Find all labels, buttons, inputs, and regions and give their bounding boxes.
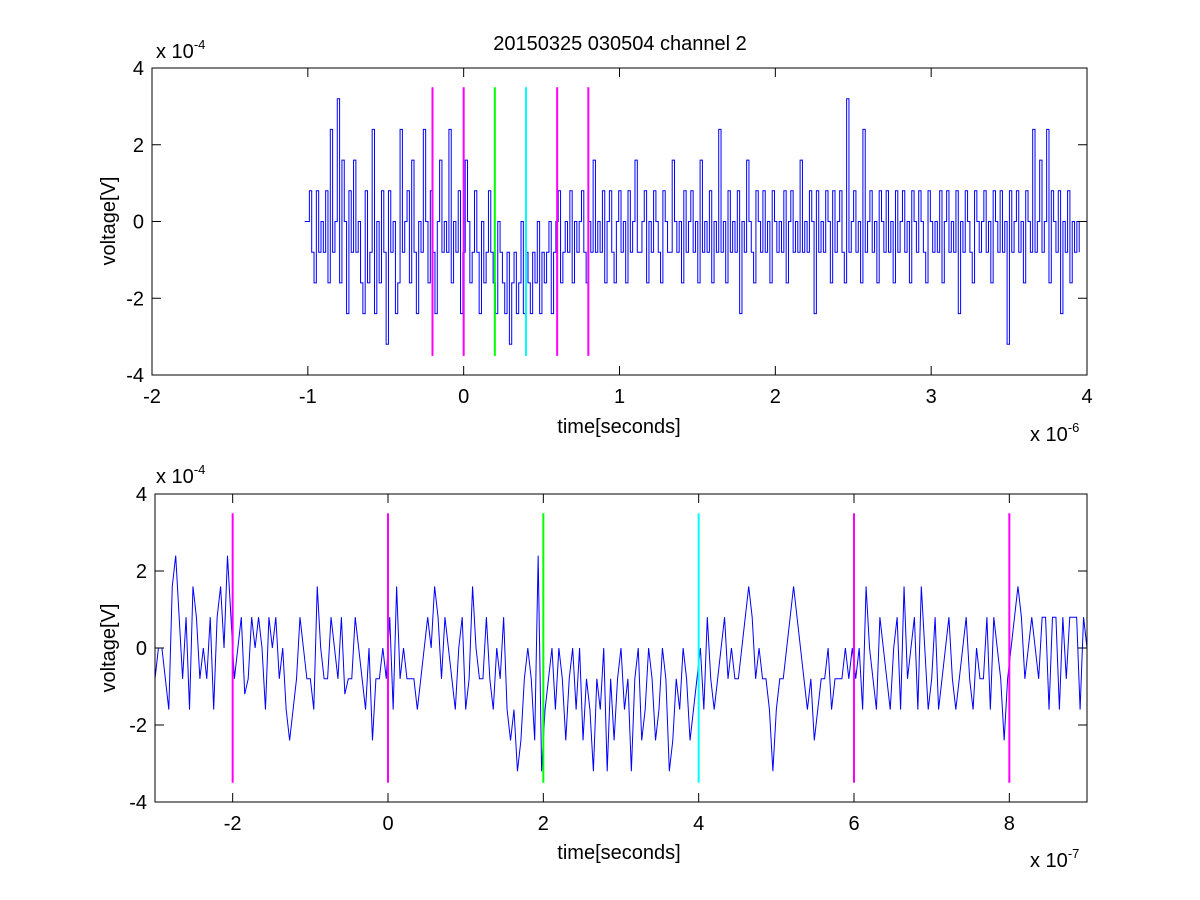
top-xtick-label: 3: [926, 386, 937, 408]
top-event-markers: [431, 87, 590, 356]
top-x-ticks: -2 -1 0 1 2 3 4: [143, 68, 1093, 408]
bottom-ytick-label: 2: [136, 561, 147, 583]
bottom-panel: -2 0 2 4 6 8 -4 -2 0 2 4 time[seconds] voltage[V]…: [98, 462, 1088, 872]
bottom-ytick-label: 0: [136, 638, 147, 660]
bottom-ytick-label: 4: [136, 484, 147, 506]
bottom-x-exponent-label: x 10-7: [1030, 846, 1079, 872]
bottom-xtick-label: 8: [1004, 813, 1015, 835]
top-xtick-label: 2: [770, 386, 781, 408]
bottom-signal-trace: [154, 555, 1088, 772]
top-ytick-label: 2: [133, 135, 144, 157]
bottom-y-multiplier: x 10: [156, 466, 194, 488]
top-x-multiplier: x 10: [1030, 424, 1068, 446]
chart-title: 20150325 030504 channel 2: [493, 33, 747, 55]
top-y-exponent-label: x 10-4: [156, 37, 205, 63]
top-signal-trace: [304, 98, 1080, 345]
top-ytick-label: -2: [126, 288, 144, 310]
bottom-event-markers: [231, 513, 1011, 783]
bottom-ytick-label: -2: [129, 715, 147, 737]
bottom-y-exponent: -4: [194, 462, 206, 477]
top-xtick-label: 0: [458, 386, 469, 408]
bottom-y-axis-label: voltage[V]: [98, 604, 120, 693]
bottom-x-axis-label: time[seconds]: [557, 842, 680, 864]
top-y-exponent: -4: [194, 37, 206, 52]
top-xtick-label: 4: [1081, 386, 1092, 408]
bottom-trace-line: [154, 555, 1088, 772]
top-y-ticks: -4 -2 0 2 4: [126, 58, 1087, 387]
top-x-exponent: -6: [1068, 420, 1080, 435]
bottom-xtick-label: 4: [693, 813, 704, 835]
bottom-xtick-label: 2: [538, 813, 549, 835]
top-y-axis-label: voltage[V]: [98, 177, 120, 266]
bottom-y-ticks: -4 -2 0 2 4: [129, 484, 1087, 814]
bottom-x-ticks: -2 0 2 4 6 8: [224, 494, 1015, 835]
top-x-exponent-label: x 10-6: [1030, 420, 1079, 446]
top-x-axis-label: time[seconds]: [557, 416, 680, 438]
bottom-x-multiplier: x 10: [1030, 850, 1068, 872]
top-ytick-label: 0: [133, 212, 144, 234]
top-ytick-label: 4: [133, 58, 144, 80]
bottom-xtick-label: 0: [382, 813, 393, 835]
top-ytick-label: -4: [126, 365, 144, 387]
top-xtick-label: 1: [614, 386, 625, 408]
top-trace-line: [304, 98, 1080, 345]
bottom-ytick-label: -4: [129, 792, 147, 814]
top-y-multiplier: x 10: [156, 41, 194, 63]
bottom-x-exponent: -7: [1068, 846, 1080, 861]
bottom-xtick-label: -2: [224, 813, 242, 835]
bottom-y-exponent-label: x 10-4: [156, 462, 205, 488]
top-xtick-label: -1: [299, 386, 317, 408]
bottom-xtick-label: 6: [848, 813, 859, 835]
top-xtick-label: -2: [143, 386, 161, 408]
